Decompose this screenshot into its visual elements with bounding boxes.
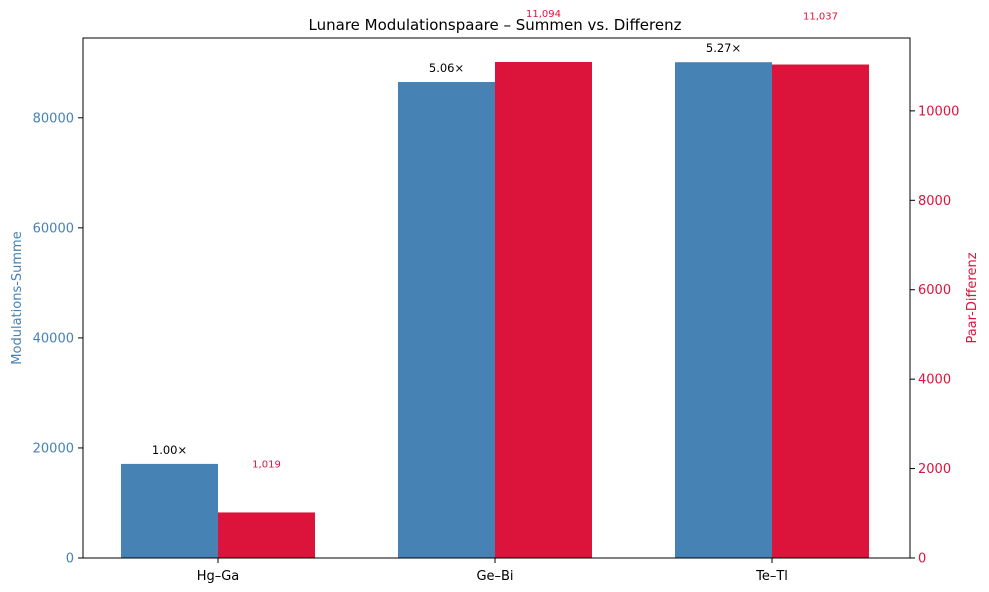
left-tick-label: 80000 [33, 111, 74, 126]
right-tick-label: 2000 [918, 462, 951, 477]
difference-label: 11,094 [526, 9, 561, 20]
left-tick-label: 20000 [33, 441, 74, 456]
left-tick-label: 60000 [33, 221, 74, 236]
right-axis-label: Paar-Differenz [965, 252, 980, 343]
sum-bar [121, 463, 218, 558]
left-tick-label: 0 [66, 552, 74, 567]
x-axis: Hg–Ga Ge–Bi Te–Tl [197, 558, 788, 584]
x-tick-label: Te–Tl [755, 569, 788, 584]
right-tick-label: 0 [918, 552, 926, 567]
right-tick-label: 8000 [918, 194, 951, 209]
right-tick-label: 10000 [918, 104, 959, 119]
difference-label: 1,019 [252, 459, 281, 470]
plot-frame [82, 37, 911, 559]
sum-bar [398, 82, 495, 558]
ratio-label: 1.00× [152, 443, 187, 457]
bar-labels: 1.00× 1,019 5.06× 11,094 5.27× 11,037 [152, 9, 838, 470]
difference-bars [218, 61, 869, 558]
right-tick-label: 4000 [918, 373, 951, 388]
x-tick-label: Ge–Bi [476, 569, 513, 584]
left-axis: 0 20000 40000 60000 80000 [33, 111, 83, 567]
right-tick-label: 6000 [918, 283, 951, 298]
difference-bar [495, 61, 592, 558]
ratio-label: 5.06× [429, 61, 464, 75]
left-tick-label: 40000 [33, 331, 74, 346]
left-axis-label: Modulations-Summe [10, 231, 25, 364]
sum-bar [675, 62, 772, 558]
difference-bar [218, 512, 315, 558]
sum-bars [121, 62, 772, 558]
difference-bar [772, 64, 869, 558]
ratio-label: 5.27× [706, 41, 741, 55]
chart-title: Lunare Modulationspaare – Summen vs. Dif… [309, 16, 682, 34]
x-tick-label: Hg–Ga [197, 569, 240, 584]
difference-label: 11,037 [803, 12, 838, 23]
right-axis: 0 2000 4000 6000 8000 10000 [910, 104, 959, 567]
